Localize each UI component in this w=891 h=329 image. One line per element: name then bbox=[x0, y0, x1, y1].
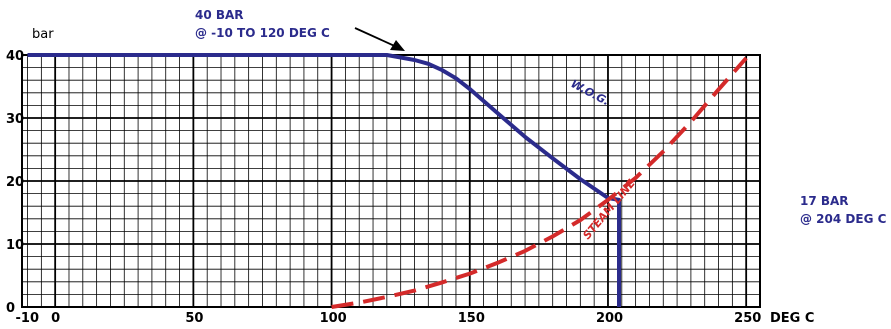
annotation-40bar-line1: 40 BAR bbox=[195, 8, 244, 22]
steam-line-curve bbox=[331, 56, 748, 309]
x-tick-label: 0 bbox=[51, 311, 60, 326]
y-tick-label: 0 bbox=[6, 301, 15, 316]
annotation-17bar-line2: @ 204 DEG C bbox=[800, 212, 887, 226]
annotation-arrow-head bbox=[390, 40, 405, 51]
x-tick-label: 150 bbox=[458, 311, 485, 326]
annotation-arrow-line bbox=[354, 27, 400, 49]
x-tick-label: 50 bbox=[185, 311, 203, 326]
x-tick-label: 200 bbox=[596, 311, 623, 326]
y-tick-label: 20 bbox=[6, 175, 24, 190]
y-tick-label: 30 bbox=[6, 112, 24, 127]
x-tick-label: 250 bbox=[734, 311, 761, 326]
data-series bbox=[27, 53, 748, 309]
x-unit-label: DEG C bbox=[770, 311, 814, 326]
chart-grid bbox=[21, 54, 761, 308]
annotation-17bar-line1: 17 BAR bbox=[800, 194, 849, 208]
wog-curve bbox=[27, 53, 621, 307]
y-tick-label: 10 bbox=[6, 238, 24, 253]
y-tick-label: 40 bbox=[6, 49, 24, 64]
x-tick-label: 100 bbox=[320, 311, 347, 326]
y-unit-label: bar bbox=[32, 27, 54, 42]
annotation-40bar-line2: @ -10 TO 120 DEG C bbox=[195, 26, 330, 40]
x-tick-label: -10 bbox=[16, 311, 40, 326]
